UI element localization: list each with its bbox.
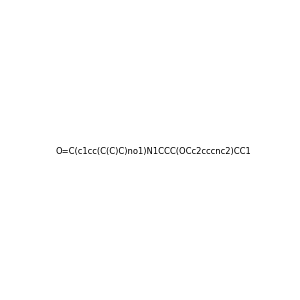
Text: O=C(c1cc(C(C)C)no1)N1CCC(OCc2cccnc2)CC1: O=C(c1cc(C(C)C)no1)N1CCC(OCc2cccnc2)CC1 xyxy=(56,147,252,156)
